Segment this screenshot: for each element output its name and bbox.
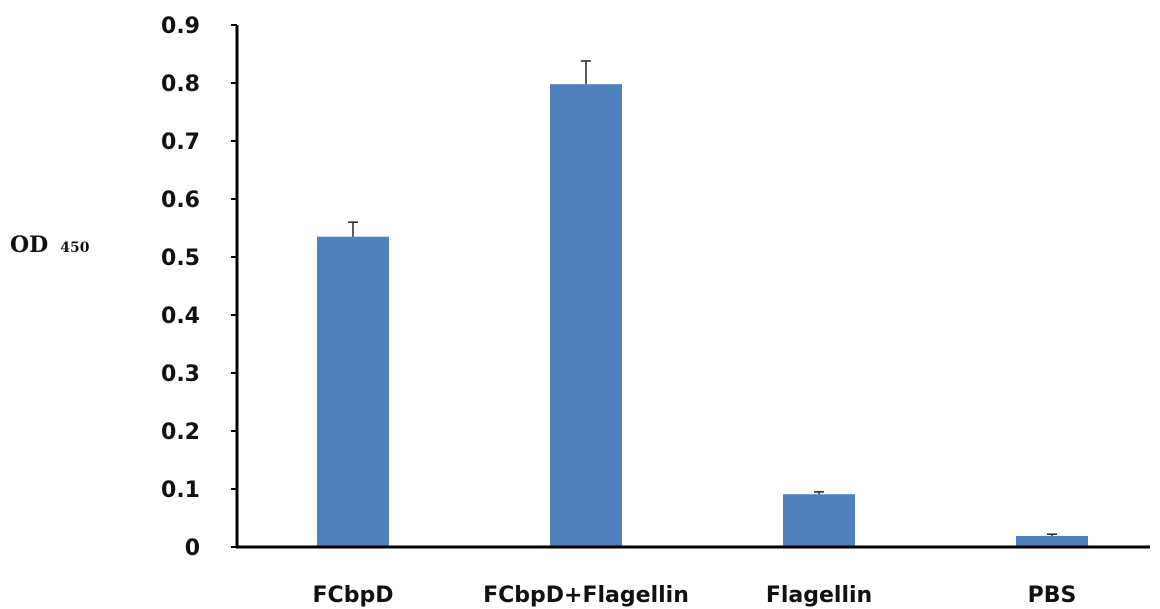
y-tick-label: 0.2 (161, 420, 200, 445)
y-tick-label: 0.9 (161, 14, 200, 39)
y-tick-label: 0.4 (161, 304, 200, 329)
bars (317, 84, 1088, 547)
y-tick-label: 0.1 (161, 478, 200, 503)
x-category-label: Flagellin (766, 583, 872, 608)
y-tick-label: 0.6 (161, 188, 200, 213)
y-tick-label: 0.5 (161, 246, 200, 271)
y-tick-label: 0 (185, 536, 200, 561)
y-tick-label: 0.3 (161, 362, 200, 387)
error-bars (348, 60, 1057, 536)
y-axis-label: OD 450 (10, 232, 90, 258)
x-category-label: FCbpD+Flagellin (483, 583, 689, 608)
x-axis-labels: FCbpD FCbpD+Flagellin Flagellin PBS (313, 583, 1077, 608)
bar (1016, 535, 1088, 547)
bar (550, 84, 622, 547)
y-tick-label: 0.8 (161, 72, 200, 97)
x-category-label: FCbpD (313, 583, 394, 608)
bar (317, 236, 389, 547)
y-axis-label-sub: 450 (60, 240, 89, 256)
y-tick-label: 0.7 (161, 130, 200, 155)
y-axis-ticks: 0 0.1 0.2 0.3 0.4 0.5 0.6 0.7 0.8 0.9 (161, 14, 237, 561)
x-category-label: PBS (1028, 583, 1077, 608)
bar (783, 494, 855, 547)
y-axis-label-main: OD (10, 232, 48, 258)
